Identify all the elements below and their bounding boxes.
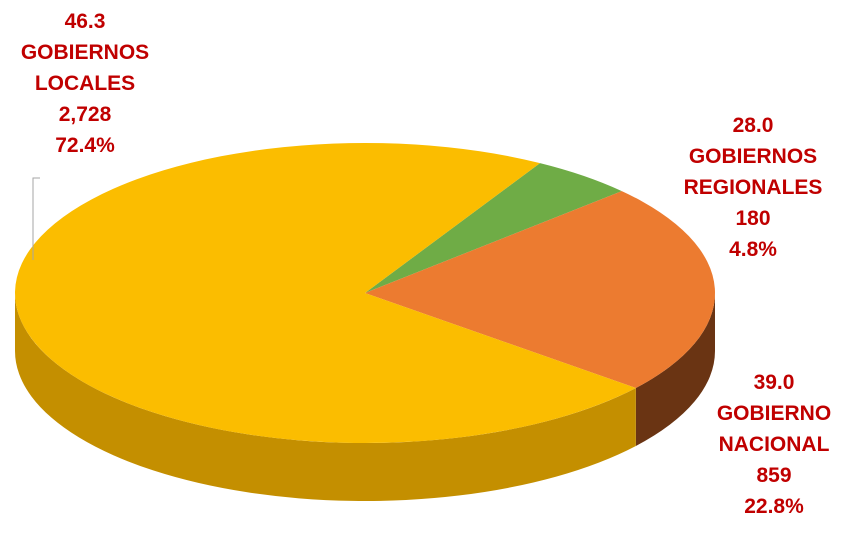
label-category: REGIONALES <box>683 176 823 199</box>
label-percent: 22.8% <box>744 495 804 518</box>
label-category: LOCALES <box>34 72 136 95</box>
label-category: GOBIERNOS <box>688 145 818 168</box>
pie-slice-gobierno-nacional <box>365 191 715 388</box>
label-value: 180 <box>735 207 771 230</box>
data-label-gobiernos-locales: 46.3 GOBIERNOS LOCALES 2,728 72.4% <box>0 6 170 161</box>
pie-slice-gobiernos-regionales <box>365 163 622 293</box>
pie-side-gobierno-nacional <box>635 293 715 446</box>
label-category: NACIONAL <box>718 433 830 456</box>
label-category: GOBIERNO <box>716 402 832 425</box>
label-avg: 28.0 <box>732 114 774 137</box>
data-label-gobiernos-regionales: 28.0 GOBIERNOS REGIONALES 180 4.8% <box>668 110 838 265</box>
label-avg: 46.3 <box>64 10 106 33</box>
pie-slice-gobiernos-locales <box>15 143 636 444</box>
pie-tops <box>15 143 715 444</box>
label-percent: 72.4% <box>55 134 115 157</box>
data-label-gobierno-nacional: 39.0 GOBIERNO NACIONAL 859 22.8% <box>697 367 851 522</box>
label-avg: 39.0 <box>753 371 795 394</box>
leader-line-gobiernos-locales <box>32 177 40 260</box>
label-percent: 4.8% <box>729 238 777 261</box>
pie-side-gobiernos-locales <box>15 293 636 501</box>
label-value: 2,728 <box>58 103 112 126</box>
label-value: 859 <box>756 464 792 487</box>
pie-sides <box>15 293 715 501</box>
label-category: GOBIERNOS <box>20 41 150 64</box>
